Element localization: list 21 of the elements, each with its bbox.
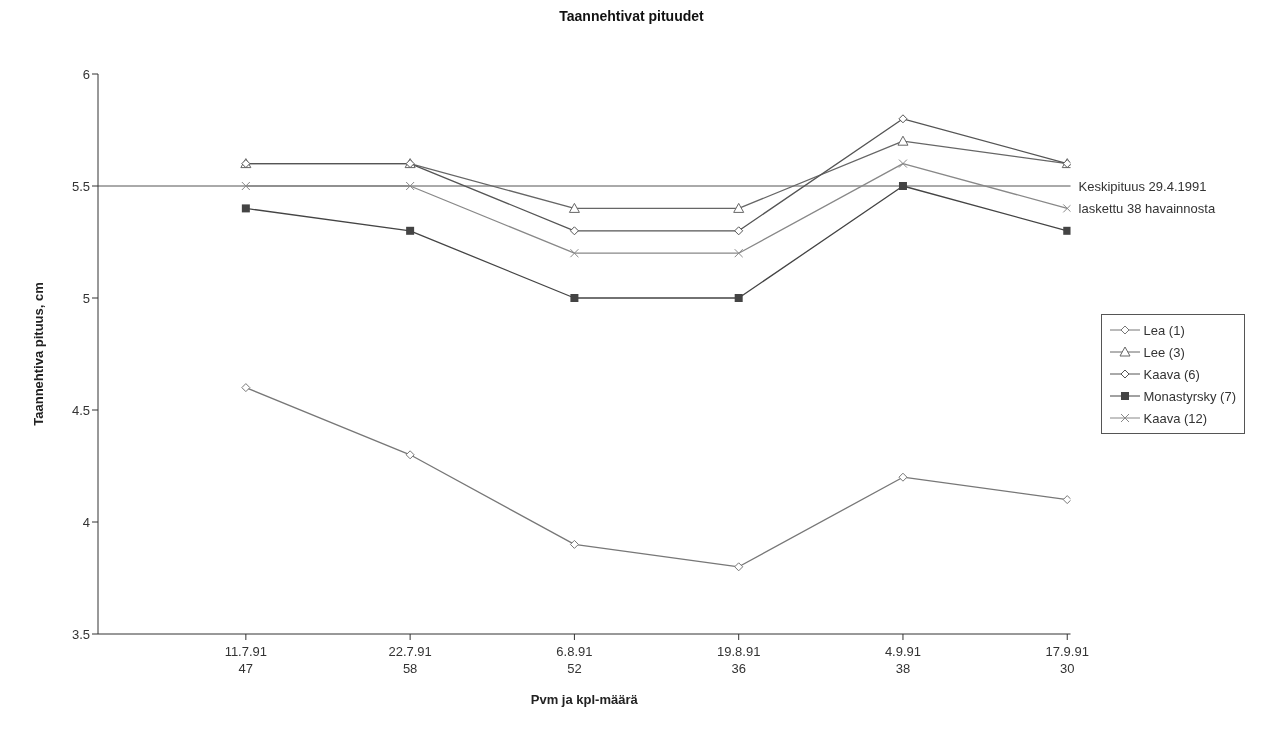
x-tick-label: 17.9.91 30 xyxy=(1045,644,1089,676)
y-tick-label: 4.5 xyxy=(71,402,90,418)
legend-label: Kaava (6) xyxy=(1143,366,1200,382)
x-tick-label: 4.9.91 38 xyxy=(884,644,922,676)
y-tick-label: 5.5 xyxy=(71,178,90,194)
legend-label: Monastyrsky (7) xyxy=(1143,388,1236,404)
x-axis-title: Pvm ja kpl-määrä xyxy=(530,692,639,707)
y-tick-label: 6 xyxy=(82,66,90,82)
y-tick-label: 5 xyxy=(82,290,90,306)
y-tick-label: 4 xyxy=(82,514,90,530)
y-axis-title: Taannehtiva pituus, cm xyxy=(30,282,46,426)
x-tick-label: 11.7.91 47 xyxy=(224,644,268,676)
legend-label: Kaava (12) xyxy=(1143,410,1208,426)
y-tick-label: 3.5 xyxy=(71,626,90,642)
x-tick-label: 22.7.91 58 xyxy=(388,644,432,676)
ref-line-label: Keskipituus 29.4.1991 laskettu 38 havainnosta xyxy=(1078,179,1216,216)
chart-title: Taannehtivat pituudet xyxy=(558,8,705,24)
x-tick-label: 6.8.91 52 xyxy=(556,644,593,676)
legend-label: Lee (3) xyxy=(1143,344,1185,360)
legend-label: Lea (1) xyxy=(1143,322,1185,338)
x-tick-label: 19.8.91 36 xyxy=(717,644,761,676)
